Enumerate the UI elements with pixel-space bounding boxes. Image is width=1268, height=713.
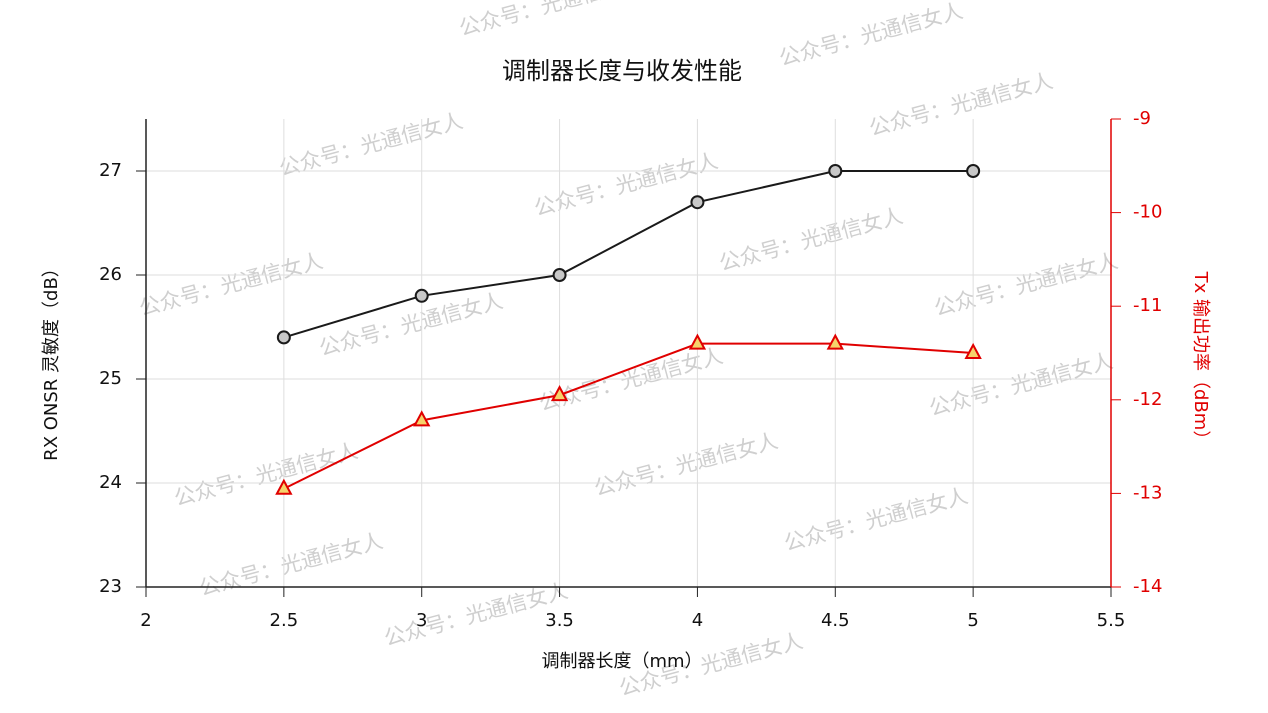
y-tick-label: 26 bbox=[99, 264, 122, 285]
watermark: 公众号：光通信女人 bbox=[172, 439, 361, 511]
series-line bbox=[283, 342, 974, 490]
x-tick-label: 4 bbox=[692, 610, 703, 631]
x-tick-label: 3 bbox=[416, 610, 427, 631]
data-point bbox=[690, 195, 705, 210]
y2-tick-label: -10 bbox=[1133, 202, 1162, 223]
data-point bbox=[826, 333, 844, 350]
y2-tick-label: -12 bbox=[1133, 389, 1162, 410]
watermark: 公众号：光通信女人 bbox=[277, 109, 466, 181]
data-point bbox=[275, 478, 293, 495]
y2-axis-label: Tx 输出功率（dBm） bbox=[1190, 271, 1211, 449]
y-axis-label: RX ONSR 灵敏度（dB） bbox=[41, 259, 62, 461]
watermark: 公众号：光通信女人 bbox=[137, 249, 326, 321]
watermark: 公众号：光通信女人 bbox=[867, 69, 1056, 141]
watermark: 公众号：光通信女人 bbox=[592, 429, 781, 501]
watermark: 公众号：光通信女人 bbox=[932, 249, 1121, 321]
x-tick-label: 2 bbox=[140, 610, 151, 631]
data-point bbox=[964, 342, 982, 359]
watermark: 公众号：光通信女人 bbox=[777, 0, 966, 71]
y2-tick-label: -9 bbox=[1133, 108, 1151, 129]
x-tick-label: 2.5 bbox=[270, 610, 299, 631]
y-tick-label: 25 bbox=[99, 368, 122, 389]
chart-title: 调制器长度与收发性能 bbox=[502, 57, 742, 85]
data-point bbox=[552, 268, 567, 282]
data-point bbox=[828, 164, 843, 178]
x-tick-label: 4.5 bbox=[821, 610, 850, 631]
y2-tick-label: -11 bbox=[1133, 295, 1162, 316]
watermark: 公众号：光通信女人 bbox=[197, 529, 386, 601]
data-point bbox=[414, 288, 429, 303]
data-point bbox=[276, 330, 291, 345]
x-tick-label: 5 bbox=[967, 610, 978, 631]
y-tick-label: 23 bbox=[99, 576, 122, 597]
watermark: 公众号：光通信女人 bbox=[717, 204, 906, 276]
watermark: 公众号：光通信女人 bbox=[382, 579, 571, 651]
data-point bbox=[413, 410, 431, 427]
y-tick-label: 27 bbox=[99, 160, 122, 181]
y2-tick-label: -13 bbox=[1133, 482, 1162, 503]
x-axis-label: 调制器长度（mm） bbox=[541, 651, 702, 672]
x-tick-label: 5.5 bbox=[1097, 610, 1126, 631]
y2-tick-label: -14 bbox=[1133, 576, 1162, 597]
x-tick-label: 3.5 bbox=[545, 610, 574, 631]
data-point bbox=[550, 385, 569, 402]
series-line bbox=[283, 170, 974, 339]
data-point bbox=[688, 333, 707, 350]
y-tick-label: 24 bbox=[99, 472, 122, 493]
watermark: 公众号：光通信女人 bbox=[457, 0, 646, 41]
watermark: 公众号：光通信女人 bbox=[927, 349, 1116, 421]
watermark: 公众号：光通信女人 bbox=[782, 484, 971, 556]
data-point bbox=[966, 164, 981, 178]
